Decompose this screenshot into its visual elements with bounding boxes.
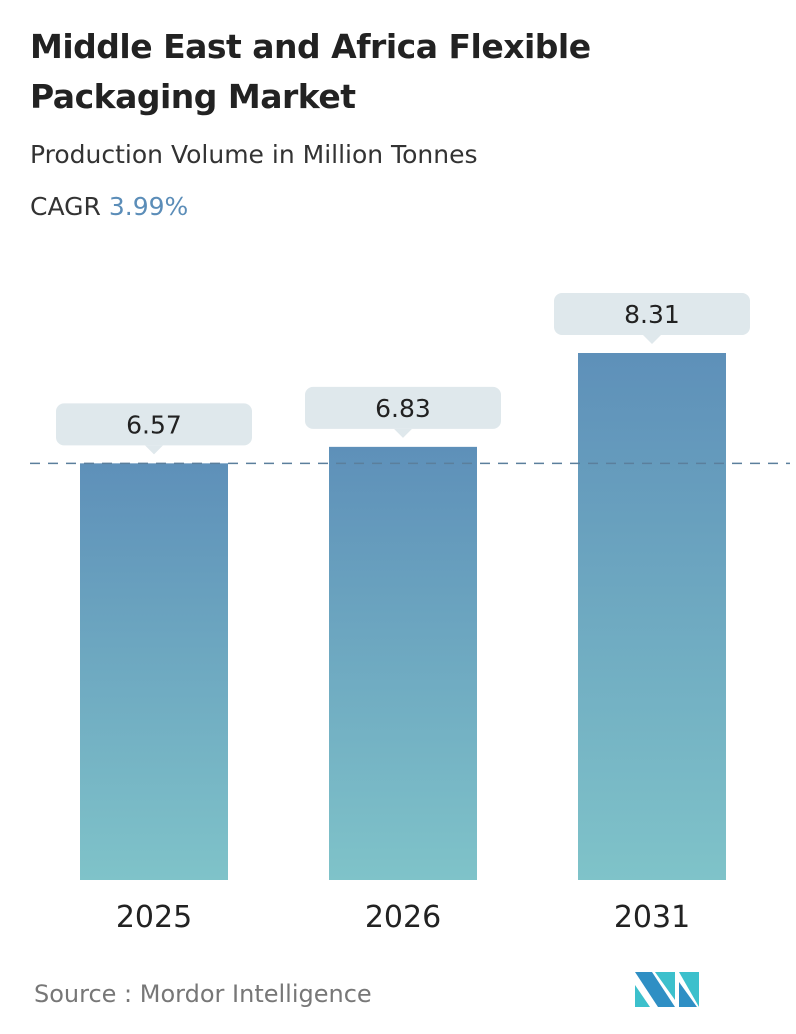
data-label-box xyxy=(305,386,501,429)
chart-title: Middle East and Africa Flexible Packagin… xyxy=(30,27,591,116)
data-label: 8.31 xyxy=(624,300,680,329)
cagr-label: CAGR xyxy=(30,192,101,221)
cagr: CAGR 3.99% xyxy=(30,192,188,221)
data-label: 6.57 xyxy=(126,410,182,439)
bar-2031 xyxy=(578,353,726,880)
data-label-box xyxy=(56,403,252,446)
cagr-value: 3.99% xyxy=(108,192,189,221)
data-label-box xyxy=(554,293,750,335)
x-tick-label: 2031 xyxy=(614,900,690,935)
data-label: 6.83 xyxy=(375,394,431,423)
data-label-pointer xyxy=(145,445,163,455)
data-label-pointer xyxy=(643,335,661,344)
x-tick-label: 2025 xyxy=(116,900,192,935)
source-text: Source : Mordor Intelligence xyxy=(34,980,372,1008)
x-tick-label: 2026 xyxy=(365,900,441,935)
chart-subtitle: Production Volume in Million Tonnes xyxy=(30,140,478,169)
data-label-pointer xyxy=(394,428,412,438)
bar-2025 xyxy=(80,463,228,880)
bar-2026 xyxy=(329,446,477,880)
